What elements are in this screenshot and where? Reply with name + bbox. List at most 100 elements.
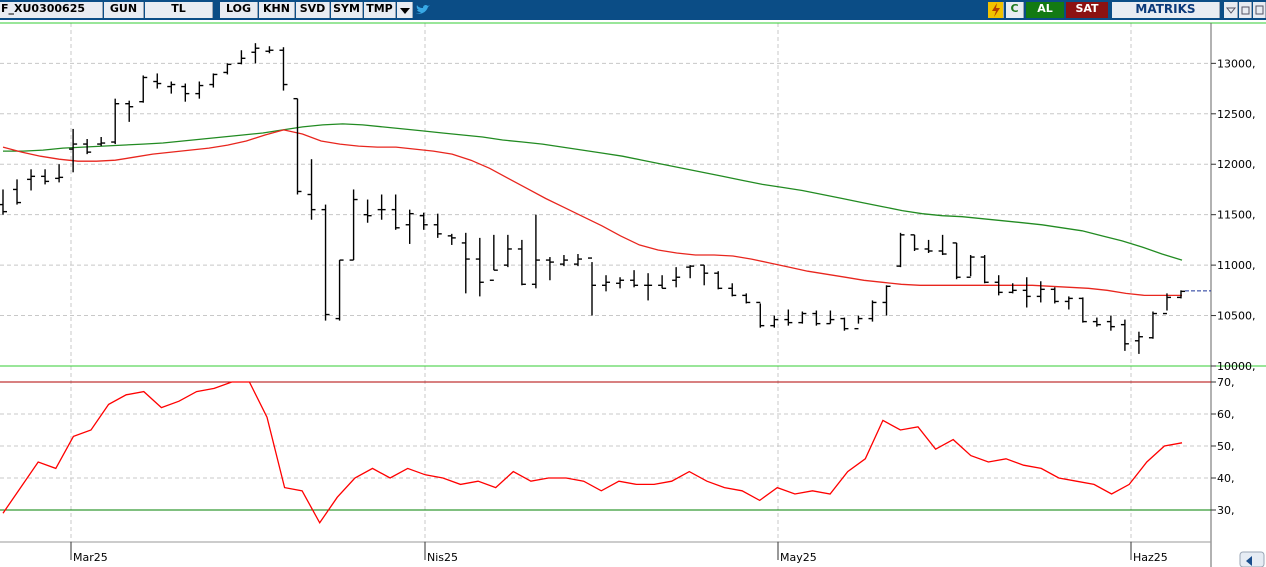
ohlc-bar-40 [559, 255, 568, 267]
x-tick-label-1: Nis25 [427, 551, 458, 564]
ohlc-bar-36 [503, 234, 512, 268]
price-tick-label-2: 11000, [1217, 259, 1256, 272]
x-tick-label-2: May25 [780, 551, 817, 564]
ohlc-bar-37 [517, 239, 526, 286]
ohlc-bar-41 [573, 254, 582, 267]
ohlc-bar-53 [742, 293, 751, 304]
tmp-button[interactable]: TMP [364, 2, 396, 18]
ohlc-bar-62 [868, 300, 877, 322]
ohlc-bar-10 [139, 75, 148, 103]
ohlc-bar-30 [419, 212, 428, 230]
ohlc-bar-12 [167, 81, 176, 94]
rsi-tick-label-3: 60, [1217, 408, 1235, 421]
rsi-tick-label-2: 50, [1217, 440, 1235, 453]
scroll-icon[interactable] [1239, 551, 1265, 567]
ohlc-bar-63 [882, 285, 891, 316]
ohlc-bar-60 [840, 317, 849, 331]
restore-icon[interactable] [1239, 2, 1252, 18]
ohlc-bar-3 [41, 169, 50, 185]
ohlc-bar-35 [489, 234, 498, 281]
ohlc-bar-23 [321, 204, 330, 321]
brand-logo: MATRIKS [1112, 2, 1220, 18]
ohlc-bar-1 [13, 179, 22, 205]
ohlc-bar-19 [265, 46, 274, 54]
ohlc-bar-68 [952, 242, 961, 280]
ma-long-series [3, 123, 1183, 261]
ohlc-bar-72 [1008, 283, 1017, 294]
ohlc-bar-39 [545, 257, 554, 281]
ohlc-bar-15 [209, 73, 218, 88]
ohlc-bar-32 [447, 233, 456, 245]
ohlc-bar-13 [181, 83, 190, 102]
ma-short-line [2, 129, 1182, 297]
minimize-icon[interactable] [1224, 2, 1238, 18]
price-tick-label-6: 13000, [1217, 57, 1256, 70]
ohlc-bar-71 [994, 275, 1003, 296]
ohlc-bar-59 [826, 310, 835, 325]
x-axis: Mar25 Nis25 May25 Haz25 [0, 541, 1211, 564]
period-button[interactable]: GUN [104, 2, 144, 18]
ohlc-bar-67 [938, 234, 947, 256]
dropdown-arrow-icon[interactable] [397, 2, 413, 18]
rsi-axis-ticks: 30, 40, 50, 60, 70, [1211, 376, 1235, 517]
ohlc-bar-27 [377, 194, 386, 220]
ohlc-bar-66 [924, 239, 933, 254]
ohlc-bar-48 [672, 267, 681, 288]
lightning-icon[interactable] [988, 2, 1004, 18]
twitter-icon[interactable] [414, 2, 432, 18]
rsi-tick-label-1: 40, [1217, 472, 1235, 485]
ohlc-bar-0 [0, 189, 7, 215]
x-tick-label-3: Haz25 [1133, 551, 1168, 564]
ohlc-bar-76 [1064, 296, 1073, 310]
symbol-label[interactable]: F_XU0300625 [0, 2, 103, 18]
ohlc-bar-78 [1092, 317, 1101, 327]
price-tick-label-5: 12500, [1217, 108, 1256, 121]
x-tick-label-0: Mar25 [73, 551, 108, 564]
expand-icon[interactable] [1253, 2, 1266, 18]
ohlc-bar-83 [1162, 293, 1171, 315]
ohlc-bar-55 [770, 315, 779, 328]
log-button[interactable]: LOG [220, 2, 258, 18]
svd-button[interactable]: SVD [296, 2, 330, 18]
price-tick-label-1: 10500, [1217, 310, 1256, 323]
ohlc-bar-79 [1106, 315, 1115, 331]
ohlc-bar-44 [616, 277, 625, 289]
ohlc-bar-33 [461, 232, 470, 294]
ohlc-bar-22 [307, 159, 316, 220]
ohlc-bar-20 [279, 47, 288, 91]
ohlc-bar-82 [1148, 311, 1157, 339]
ohlc-bar-47 [658, 275, 667, 290]
ohlc-bar-61 [854, 315, 863, 330]
sell-button[interactable]: SAT [1066, 2, 1108, 18]
ohlc-bar-73 [1022, 277, 1031, 308]
ohlc-bar-14 [195, 81, 204, 99]
ohlc-bar-58 [812, 310, 821, 326]
ohlc-bar-56 [784, 309, 793, 326]
ohlc-bar-31 [433, 213, 442, 238]
ohlc-bar-69 [966, 255, 975, 278]
ohlc-bar-21 [293, 97, 302, 195]
khn-button[interactable]: KHN [259, 2, 295, 18]
buy-button[interactable]: AL [1026, 2, 1064, 18]
sym-button[interactable]: SYM [331, 2, 363, 18]
ohlc-bar-46 [644, 273, 653, 301]
price-chart[interactable]: 10000, 10500, 11000, 11500, 12000, 12500, 1300… [0, 20, 1266, 567]
ohlc-bar-34 [475, 237, 484, 297]
ohlc-bar-50 [700, 264, 709, 286]
ohlc-bar-9 [125, 100, 134, 122]
ohlc-bar-52 [728, 283, 737, 297]
ohlc-bar-49 [686, 265, 695, 279]
ohlc-bar-70 [980, 255, 989, 284]
ohlc-bar-54 [756, 301, 765, 328]
refresh-button[interactable]: C [1006, 2, 1024, 18]
ohlc-bar-29 [405, 209, 414, 244]
ma-long-line [3, 123, 1183, 261]
ohlc-bar-25 [349, 189, 358, 261]
ohlc-bar-74 [1036, 281, 1045, 303]
ohlc-bar-42 [588, 257, 596, 316]
currency-button[interactable]: TL [145, 2, 213, 18]
ohlc-bar-65 [910, 234, 919, 251]
ohlc-bar-17 [237, 50, 246, 65]
ohlc-bar-75 [1050, 287, 1059, 304]
ohlc-bar-28 [391, 194, 400, 230]
